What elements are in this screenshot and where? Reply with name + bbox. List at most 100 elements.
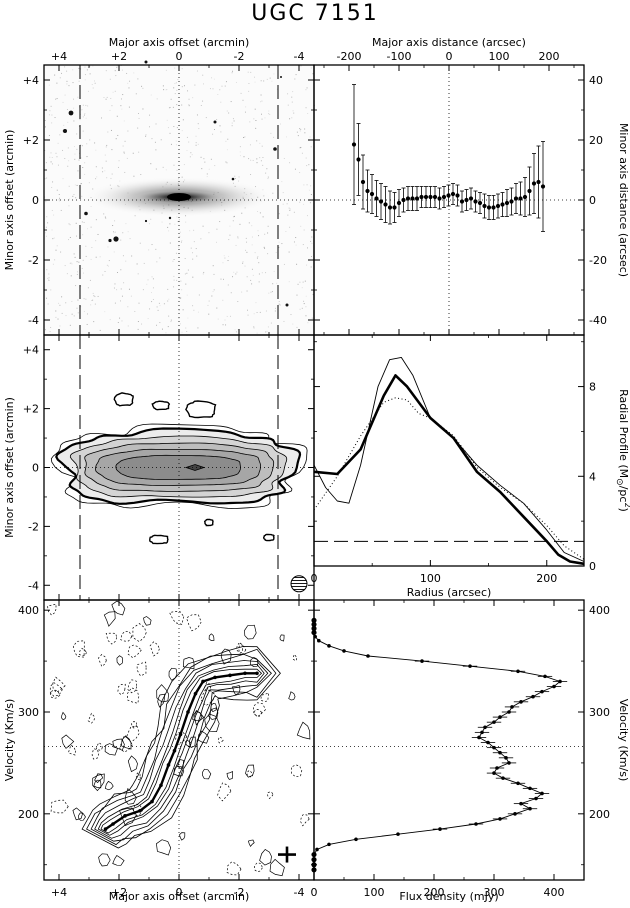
noise-pixel	[85, 245, 87, 247]
noise-pixel	[67, 165, 69, 167]
noise-pixel	[163, 303, 165, 305]
noise-pixel	[84, 113, 86, 115]
noise-pixel	[139, 242, 141, 244]
noise-pixel	[219, 221, 221, 223]
noise-contour	[288, 691, 296, 701]
noise-pixel	[237, 236, 239, 238]
noise-pixel	[85, 104, 87, 106]
noise-pixel	[161, 328, 163, 330]
data-point	[531, 694, 535, 699]
noise-pixel	[110, 177, 112, 179]
x-axis-label: Flux density (mJy)	[399, 890, 498, 903]
noise-pixel	[212, 88, 214, 90]
noise-pixel	[189, 156, 191, 158]
noise-pixel	[162, 166, 164, 168]
y-tick-label: 0	[32, 194, 39, 207]
data-point	[396, 200, 402, 206]
noise-pixel	[157, 309, 159, 311]
data-point	[446, 193, 451, 198]
noise-pixel	[179, 231, 181, 233]
noise-pixel	[62, 178, 64, 180]
noise-pixel	[206, 176, 208, 178]
noise-pixel	[208, 300, 210, 302]
noise-pixel	[260, 94, 262, 96]
noise-pixel	[127, 231, 129, 233]
noise-pixel	[72, 195, 74, 197]
noise-pixel	[263, 246, 265, 248]
noise-pixel	[61, 72, 63, 74]
data-point	[498, 817, 502, 821]
noise-pixel	[203, 158, 205, 160]
noise-pixel	[222, 278, 224, 280]
noise-pixel	[261, 145, 263, 147]
noise-pixel	[134, 310, 136, 312]
noise-pixel	[44, 178, 46, 180]
noise-pixel	[241, 212, 243, 214]
data-point	[540, 791, 544, 796]
noise-pixel	[45, 162, 47, 164]
noise-contour	[94, 773, 104, 783]
noise-pixel	[175, 252, 177, 254]
noise-contour	[103, 611, 116, 627]
noise-pixel	[167, 326, 169, 328]
noise-pixel	[309, 202, 311, 204]
noise-pixel	[75, 197, 77, 199]
noise-pixel	[83, 272, 85, 274]
noise-pixel	[169, 223, 171, 225]
noise-pixel	[147, 318, 149, 320]
noise-pixel	[260, 80, 262, 82]
noise-pixel	[286, 203, 288, 205]
noise-pixel	[306, 247, 308, 249]
noise-pixel	[73, 146, 75, 148]
noise-pixel	[152, 278, 154, 280]
noise-pixel	[155, 123, 157, 125]
noise-pixel	[74, 256, 76, 258]
noise-pixel	[65, 315, 67, 317]
noise-pixel	[272, 192, 274, 194]
x-tick-label: -2	[234, 50, 245, 63]
x-tick-label: +2	[111, 886, 127, 899]
noise-pixel	[176, 104, 178, 106]
noise-pixel	[126, 72, 128, 74]
noise-pixel	[232, 220, 234, 222]
noise-pixel	[282, 192, 284, 194]
noise-pixel	[267, 178, 269, 180]
noise-pixel	[248, 222, 250, 224]
noise-pixel	[257, 230, 259, 232]
data-point	[392, 205, 397, 210]
noise-pixel	[294, 78, 296, 80]
noise-contour	[117, 683, 126, 696]
noise-pixel	[292, 110, 294, 112]
noise-pixel	[47, 222, 49, 224]
noise-pixel	[293, 241, 295, 243]
noise-contour	[177, 759, 184, 769]
noise-pixel	[110, 129, 112, 131]
noise-pixel	[170, 98, 172, 100]
x-tick-label: 200	[424, 886, 445, 899]
noise-pixel	[121, 320, 123, 322]
noise-pixel	[252, 274, 254, 276]
noise-pixel	[86, 323, 88, 325]
noise-pixel	[165, 89, 167, 91]
noise-pixel	[256, 257, 258, 259]
noise-pixel	[68, 239, 70, 241]
x-tick-label: 0	[176, 886, 183, 899]
noise-pixel	[149, 114, 151, 116]
noise-contour	[300, 814, 310, 827]
noise-pixel	[230, 101, 232, 103]
noise-pixel	[75, 222, 77, 224]
noise-pixel	[198, 128, 200, 130]
noise-pixel	[173, 126, 175, 128]
noise-pixel	[67, 121, 69, 123]
data-point	[468, 196, 474, 201]
noise-pixel	[306, 87, 308, 89]
noise-pixel	[137, 273, 139, 275]
noise-pixel	[133, 72, 135, 74]
noise-pixel	[173, 258, 175, 260]
noise-pixel	[48, 273, 50, 275]
noise-pixel	[232, 276, 234, 278]
noise-pixel	[122, 232, 124, 234]
noise-pixel	[92, 65, 94, 67]
noise-pixel	[134, 215, 136, 217]
y-tick-label: 40	[589, 74, 603, 87]
